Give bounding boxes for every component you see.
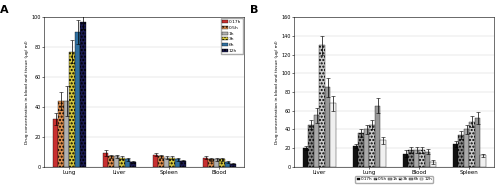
Bar <box>475 118 480 167</box>
Bar <box>120 158 125 167</box>
Bar <box>125 159 130 167</box>
Bar <box>470 122 475 167</box>
Bar <box>353 146 358 167</box>
Bar <box>303 148 308 167</box>
Bar <box>325 87 330 167</box>
Bar <box>220 159 225 167</box>
Bar <box>358 133 364 167</box>
Bar <box>375 106 380 167</box>
Bar <box>70 52 75 167</box>
Bar <box>175 159 180 167</box>
Bar <box>364 129 370 167</box>
Bar <box>320 45 325 167</box>
Bar <box>314 115 320 167</box>
Bar <box>414 150 420 167</box>
Bar <box>308 125 314 167</box>
Legend: 0.17h, 0.5h, 1h, 3h, 6h, 12h: 0.17h, 0.5h, 1h, 3h, 6h, 12h <box>356 176 434 183</box>
Bar <box>114 156 119 167</box>
Bar <box>130 162 136 167</box>
Bar <box>214 159 220 167</box>
Bar <box>464 129 469 167</box>
Text: B: B <box>250 5 258 15</box>
Bar <box>425 152 430 167</box>
Bar <box>170 158 175 167</box>
Y-axis label: Drug concentration in blood and tissue (μg/ ml): Drug concentration in blood and tissue (… <box>276 40 280 144</box>
Bar <box>403 154 408 167</box>
Legend: 0.17h, 0.5h, 1h, 3h, 6h, 12h: 0.17h, 0.5h, 1h, 3h, 6h, 12h <box>220 18 243 55</box>
Bar <box>480 155 486 167</box>
Bar <box>453 144 458 167</box>
Bar <box>230 164 236 167</box>
Bar <box>103 153 108 167</box>
Bar <box>64 101 70 167</box>
Bar <box>203 158 208 167</box>
Bar <box>330 103 336 167</box>
Bar <box>53 119 59 167</box>
Bar <box>153 155 158 167</box>
Bar <box>225 162 230 167</box>
Bar <box>458 135 464 167</box>
Text: A: A <box>0 5 9 15</box>
Bar <box>80 22 86 167</box>
Bar <box>58 101 64 167</box>
Y-axis label: Drug concentration in blood and tissue (μg/ ml): Drug concentration in blood and tissue (… <box>26 40 30 144</box>
Bar <box>420 150 425 167</box>
Bar <box>164 158 170 167</box>
Bar <box>430 162 436 167</box>
Bar <box>380 140 386 167</box>
Bar <box>108 156 114 167</box>
Bar <box>158 156 164 167</box>
Bar <box>180 161 186 167</box>
Bar <box>75 32 80 167</box>
Bar <box>208 159 214 167</box>
Bar <box>370 125 375 167</box>
Bar <box>408 150 414 167</box>
